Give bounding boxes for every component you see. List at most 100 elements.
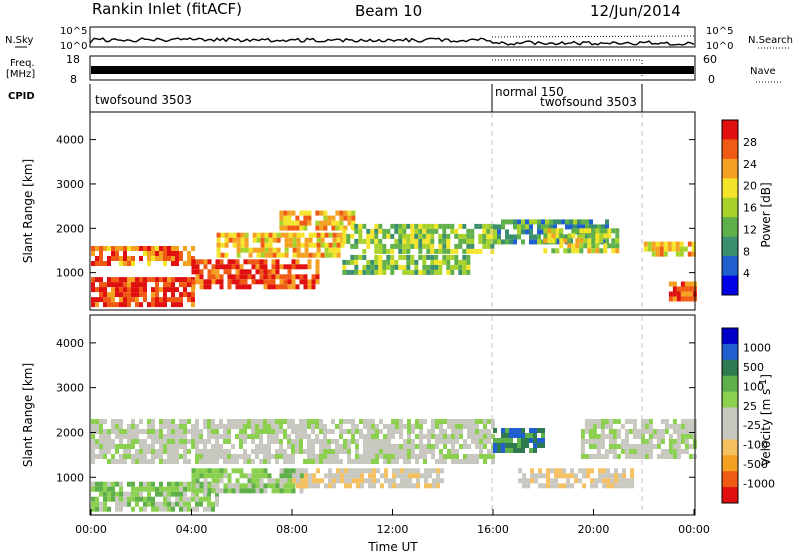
heatmap-cell <box>463 444 467 449</box>
heatmap-cell <box>288 232 293 238</box>
heatmap-cell <box>183 496 187 502</box>
heatmap-cell <box>91 429 95 434</box>
heatmap-cell <box>155 287 159 293</box>
heatmap-cell <box>255 424 259 429</box>
heatmap-cell <box>443 439 447 444</box>
heatmap-cell <box>283 210 288 216</box>
heatmap-cell <box>370 264 375 270</box>
heatmap-cell <box>167 486 171 492</box>
heatmap-cell <box>541 438 545 443</box>
heatmap-cell <box>251 424 255 429</box>
heatmap-cell <box>483 434 487 439</box>
heatmap-cell <box>378 248 383 254</box>
heatmap-cell <box>392 468 396 474</box>
heatmap-cell <box>407 449 411 454</box>
heatmap-cell <box>614 483 619 489</box>
heatmap-cell <box>107 292 111 298</box>
heatmap-cell <box>179 302 183 308</box>
heatmap-cell <box>99 449 103 454</box>
heatmap-cell <box>414 238 419 244</box>
heatmap-cell <box>151 454 155 459</box>
heatmap-cell <box>350 223 355 229</box>
heatmap-cell <box>622 468 627 474</box>
heatmap-cell <box>171 277 175 283</box>
heatmap-cell <box>606 468 611 474</box>
heatmap-cell <box>406 248 411 254</box>
heatmap-cell <box>187 297 191 303</box>
heatmap-cell <box>107 297 111 303</box>
heatmap-cell <box>163 287 167 293</box>
heatmap-cell <box>608 444 613 449</box>
heatmap-cell <box>195 454 199 459</box>
heatmap-cell <box>475 424 479 429</box>
heatmap-cell <box>493 443 497 448</box>
heatmap-cell <box>312 473 316 479</box>
heatmap-cell <box>362 264 367 270</box>
heatmap-cell <box>424 478 428 484</box>
heatmap-cell <box>215 468 220 474</box>
nave-trace <box>492 59 643 78</box>
heatmap-cell <box>440 468 444 474</box>
heatmap-cell <box>479 439 483 444</box>
heatmap-cell <box>183 429 187 434</box>
heatmap-cell <box>655 246 660 252</box>
heatmap-cell <box>475 444 479 449</box>
heatmap-cell <box>474 223 479 229</box>
heatmap-cell <box>688 296 693 302</box>
heatmap-cell <box>139 439 143 444</box>
heatmap-cell <box>259 449 263 454</box>
heatmap-cell <box>215 259 220 265</box>
heatmap-cell <box>644 454 649 459</box>
heatmap-cell <box>605 239 609 245</box>
heatmap-cell <box>388 483 392 489</box>
heatmap-cell <box>296 468 300 474</box>
heatmap-cell <box>569 224 573 230</box>
heatmap-cell <box>304 237 309 243</box>
heatmap-cell <box>410 238 415 244</box>
heatmap-cell <box>259 279 264 285</box>
heatmap-cell <box>640 454 645 459</box>
heatmap-cell <box>303 284 308 290</box>
heatmap-cell <box>316 232 321 238</box>
heatmap-cell <box>394 238 399 244</box>
heatmap-cell <box>219 259 224 265</box>
heatmap-cell <box>367 454 371 459</box>
heatmap-cell <box>375 444 379 449</box>
heatmap-cell <box>319 449 323 454</box>
heatmap-cell <box>374 223 379 229</box>
heatmap-cell <box>155 429 159 434</box>
heatmap-cell <box>135 434 139 439</box>
heatmap-cell <box>255 478 260 484</box>
heatmap-cell <box>501 428 505 433</box>
heatmap-cell <box>387 429 391 434</box>
heatmap-cell <box>383 434 387 439</box>
heatmap-cell <box>378 243 383 249</box>
heatmap-cell <box>442 228 447 234</box>
heatmap-cell <box>323 424 327 429</box>
heatmap-cell <box>251 468 256 474</box>
heatmap-cell <box>403 439 407 444</box>
heatmap-cell <box>628 449 633 454</box>
heatmap-cell <box>588 429 593 434</box>
heatmap-cell <box>103 444 107 449</box>
heatmap-cell <box>283 225 288 231</box>
heatmap-cell <box>537 219 541 225</box>
colorbar-tick: 1000 <box>743 341 771 354</box>
heatmap-cell <box>175 481 179 487</box>
ytick-label: 4000 <box>56 337 84 350</box>
heatmap-cell <box>427 444 431 449</box>
heatmap-cell <box>423 459 427 464</box>
heatmap-cell <box>227 478 232 484</box>
heatmap-cell <box>392 483 396 489</box>
heatmap-cell <box>648 449 653 454</box>
heatmap-cell <box>91 506 95 512</box>
heatmap-cell <box>143 506 147 512</box>
heatmap-cell <box>320 232 325 238</box>
heatmap-cell <box>679 246 684 252</box>
heatmap-cell <box>199 488 204 494</box>
heatmap-cell <box>280 252 285 258</box>
heatmap-cell <box>600 419 605 424</box>
heatmap-cell <box>611 248 616 254</box>
heatmap-cell <box>395 449 399 454</box>
